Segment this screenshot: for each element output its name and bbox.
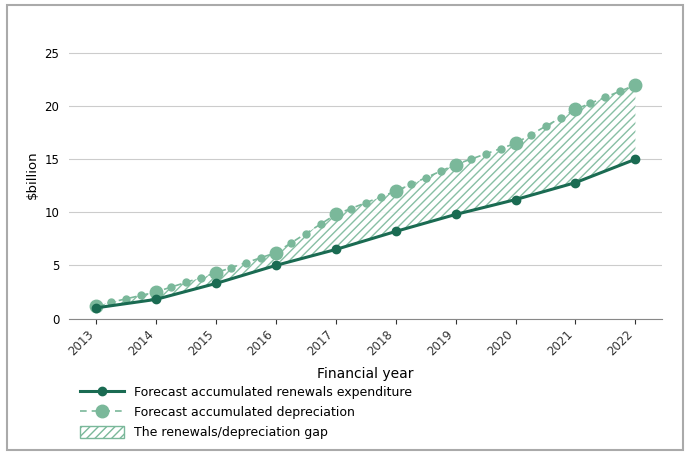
Y-axis label: $billion: $billion — [26, 151, 39, 199]
Legend: Forecast accumulated renewals expenditure, Forecast accumulated depreciation, Th: Forecast accumulated renewals expenditur… — [75, 381, 417, 444]
X-axis label: Financial year: Financial year — [317, 367, 414, 381]
